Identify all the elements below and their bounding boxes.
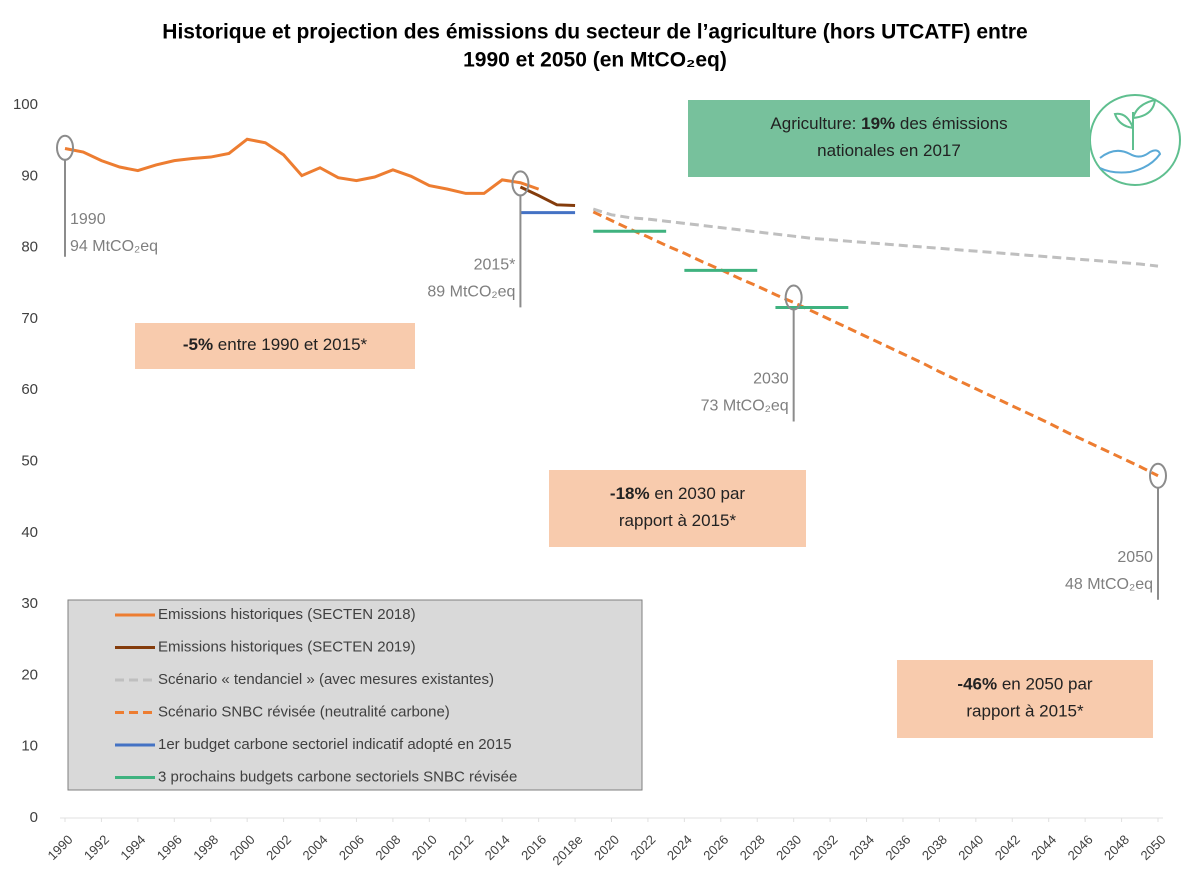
text-box-line: rapport à 2015* bbox=[619, 511, 737, 530]
x-tick-label: 2050 bbox=[1137, 832, 1168, 863]
text-part: -18% bbox=[610, 484, 650, 503]
y-tick-label: 50 bbox=[21, 452, 38, 469]
x-tick-label: 1990 bbox=[44, 832, 75, 863]
series-line bbox=[592, 207, 1159, 268]
x-tick-label: 2004 bbox=[300, 832, 331, 863]
text-box bbox=[135, 323, 415, 369]
text-part: en 2030 par bbox=[650, 484, 746, 503]
annotation-year: 2050 bbox=[1117, 549, 1153, 566]
text-box-line: Agriculture: 19% des émissions bbox=[770, 114, 1007, 133]
y-tick-label: 70 bbox=[21, 310, 38, 327]
series-line bbox=[592, 210, 1159, 478]
legend-label: Emissions historiques (SECTEN 2019) bbox=[158, 638, 416, 655]
legend-label: Emissions historiques (SECTEN 2018) bbox=[158, 606, 416, 623]
x-tick-label: 2036 bbox=[882, 832, 913, 863]
x-tick-label: 2002 bbox=[263, 832, 294, 863]
text-box-line: -46% en 2050 par bbox=[957, 675, 1092, 694]
y-tick-label: 10 bbox=[21, 738, 38, 755]
text-part: -5% bbox=[183, 335, 213, 354]
y-tick-label: 20 bbox=[21, 666, 38, 683]
y-tick-label: 90 bbox=[21, 167, 38, 184]
x-tick-label: 2030 bbox=[773, 832, 804, 863]
text-box bbox=[549, 470, 806, 547]
annotation-label: 73 MtCO₂eq bbox=[701, 398, 789, 415]
annotation-label: 89 MtCO₂eq bbox=[427, 284, 515, 301]
legend-label: 1er budget carbone sectoriel indicatif a… bbox=[158, 736, 512, 753]
x-tick-label: 2044 bbox=[1028, 832, 1059, 863]
x-tick-label: 2016 bbox=[518, 832, 549, 863]
x-tick-label: 2024 bbox=[664, 832, 695, 863]
text-part: nationales en 2017 bbox=[817, 141, 961, 160]
x-tick-label: 1992 bbox=[81, 832, 112, 863]
text-part: entre 1990 et 2015* bbox=[213, 335, 367, 354]
x-tick-label: 2010 bbox=[409, 832, 440, 863]
x-tick-label: 2032 bbox=[810, 832, 841, 863]
text-box-line: -5% entre 1990 et 2015* bbox=[183, 335, 368, 354]
series-line bbox=[519, 185, 576, 208]
x-tick-label: 2008 bbox=[372, 832, 403, 863]
text-part: Agriculture: bbox=[770, 114, 861, 133]
x-tick-label: 2018e bbox=[549, 832, 585, 868]
x-tick-label: 2012 bbox=[445, 832, 476, 863]
x-tick-label: 2038 bbox=[919, 832, 950, 863]
text-box bbox=[688, 100, 1090, 177]
text-part: rapport à 2015* bbox=[966, 702, 1084, 721]
x-tick-label: 2048 bbox=[1101, 832, 1132, 863]
text-part: des émissions bbox=[895, 114, 1007, 133]
x-tick-label: 2040 bbox=[955, 832, 986, 863]
y-tick-label: 0 bbox=[30, 809, 38, 826]
annotation-label: 94 MtCO₂eq bbox=[70, 238, 158, 255]
text-box-line: rapport à 2015* bbox=[966, 702, 1084, 721]
annotation-year: 2030 bbox=[753, 371, 789, 388]
text-box-line: nationales en 2017 bbox=[817, 141, 961, 160]
text-part: rapport à 2015* bbox=[619, 511, 737, 530]
annotation-marker bbox=[784, 284, 803, 311]
x-tick-label: 2020 bbox=[591, 832, 622, 863]
plant-icon bbox=[1089, 94, 1181, 186]
x-tick-label: 2028 bbox=[737, 832, 768, 863]
annotation-label: 48 MtCO₂eq bbox=[1065, 576, 1153, 593]
legend-label: Scénario « tendanciel » (avec mesures ex… bbox=[158, 671, 494, 688]
x-tick-label: 2046 bbox=[1065, 832, 1096, 863]
text-part: en 2050 par bbox=[997, 675, 1093, 694]
y-tick-label: 60 bbox=[21, 381, 38, 398]
text-box-line: -18% en 2030 par bbox=[610, 484, 745, 503]
y-tick-label: 40 bbox=[21, 524, 38, 541]
y-tick-label: 100 bbox=[13, 96, 38, 113]
x-tick-label: 2014 bbox=[482, 832, 513, 863]
x-tick-label: 2042 bbox=[992, 832, 1023, 863]
x-tick-label: 1996 bbox=[154, 832, 185, 863]
chart-title: Historique et projection des émissions d… bbox=[162, 21, 1027, 44]
x-tick-label: 2026 bbox=[700, 832, 731, 863]
text-part: -46% bbox=[957, 675, 997, 694]
text-part: 19% bbox=[861, 114, 895, 133]
chart-title: 1990 et 2050 (en MtCO₂eq) bbox=[463, 49, 727, 72]
x-tick-label: 2006 bbox=[336, 832, 367, 863]
x-tick-label: 2034 bbox=[846, 832, 877, 863]
text-box bbox=[897, 660, 1153, 738]
x-tick-label: 1998 bbox=[190, 832, 221, 863]
annotation-year: 2015* bbox=[474, 257, 516, 274]
x-tick-label: 2022 bbox=[627, 832, 658, 863]
legend-label: 3 prochains budgets carbone sectoriels S… bbox=[158, 768, 517, 785]
x-tick-label: 1994 bbox=[117, 832, 148, 863]
annotation-marker bbox=[56, 134, 74, 161]
legend-label: Scénario SNBC révisée (neutralité carbon… bbox=[158, 703, 450, 720]
y-tick-label: 30 bbox=[21, 595, 38, 612]
legend bbox=[67, 599, 643, 791]
x-tick-label: 2000 bbox=[227, 832, 258, 863]
y-tick-label: 80 bbox=[21, 239, 38, 256]
annotation-year: 1990 bbox=[70, 211, 106, 228]
series-line bbox=[64, 137, 540, 195]
